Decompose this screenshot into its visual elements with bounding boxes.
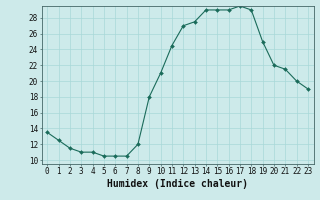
- X-axis label: Humidex (Indice chaleur): Humidex (Indice chaleur): [107, 179, 248, 189]
